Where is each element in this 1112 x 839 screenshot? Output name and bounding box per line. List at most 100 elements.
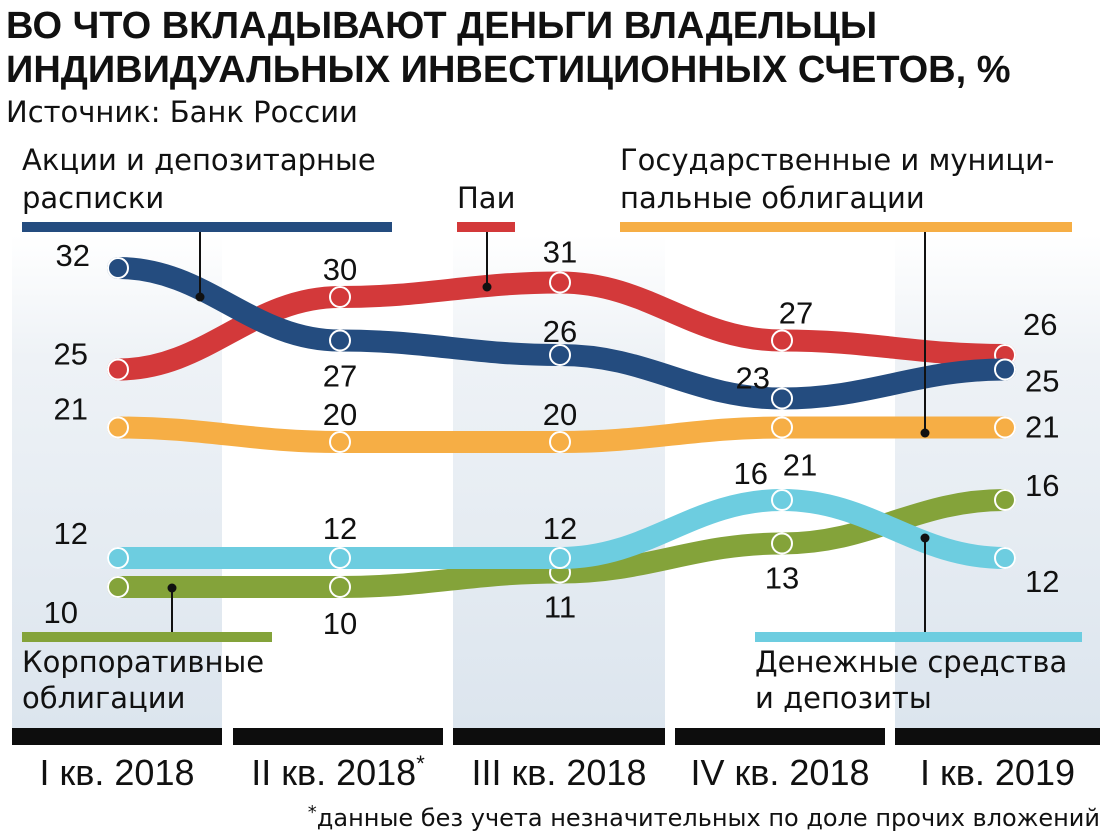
legend-label: Паи <box>457 181 515 215</box>
x-tick-text: I кв. 2018 <box>40 752 195 793</box>
footnote: *данные без учета незначительных по доле… <box>308 802 1100 832</box>
legend-label: Корпоративные <box>22 645 264 679</box>
series-gov <box>107 416 1016 454</box>
legend-funds: Паи <box>457 181 515 232</box>
category-bar <box>675 728 885 745</box>
data-label-gov: 21 <box>1025 410 1059 445</box>
data-point-funds <box>771 329 793 352</box>
category-bar <box>453 728 665 745</box>
data-label-corp: 16 <box>1025 468 1059 503</box>
data-label-funds: 26 <box>1023 307 1057 342</box>
legend-swatch <box>620 222 1072 232</box>
leader-dot-stocks <box>195 292 205 302</box>
legend-gov: Государственные и муници-пальные облигац… <box>620 143 1072 232</box>
data-point-cash <box>549 547 571 569</box>
column-shade <box>453 235 665 728</box>
category-bar <box>233 728 443 745</box>
data-point-stocks <box>329 329 351 352</box>
data-label-stocks: 23 <box>736 361 770 396</box>
legend-label: Акции и депозитарные <box>22 143 376 177</box>
legend-label: Денежные средства <box>755 645 1067 679</box>
data-point-cash <box>994 547 1016 569</box>
data-point-stocks <box>107 257 129 279</box>
leader-dot-cash <box>920 533 930 543</box>
chart-title-line-1: ВО ЧТО ВКЛАДЫВАЮТ ДЕНЬГИ ВЛАДЕЛЬЦЫ <box>6 5 877 47</box>
data-point-stocks <box>771 387 793 410</box>
legend-label: расписки <box>22 181 164 215</box>
data-label-corp: 11 <box>544 590 576 625</box>
data-label-gov: 20 <box>543 397 577 432</box>
data-point-funds <box>549 271 571 294</box>
data-point-funds <box>329 286 351 308</box>
legend-swatch <box>755 632 1082 642</box>
leader-dot-funds <box>482 282 492 292</box>
legend-swatch <box>22 632 272 642</box>
legend-swatch <box>22 222 392 232</box>
data-label-corp: 10 <box>44 595 78 630</box>
x-tick-text: II кв. 2018 <box>251 752 416 793</box>
data-label-funds: 30 <box>323 252 357 287</box>
category-bar <box>12 728 222 745</box>
x-tick-label: I кв. 2019 <box>920 752 1075 793</box>
data-label-cash: 12 <box>54 516 88 551</box>
data-point-cash <box>329 547 351 569</box>
data-point-gov <box>107 416 129 439</box>
x-tick-text: III кв. 2018 <box>472 752 647 793</box>
data-label-funds: 31 <box>543 235 577 270</box>
legend-label: облигации <box>22 681 185 715</box>
legend-label: пальные облигации <box>620 181 925 215</box>
data-point-gov <box>329 431 351 453</box>
data-label-stocks: 27 <box>323 359 357 394</box>
data-point-gov <box>994 416 1016 439</box>
data-label-cash: 16 <box>734 456 768 491</box>
legend-swatch <box>457 222 515 232</box>
data-label-gov: 21 <box>54 392 88 427</box>
footnote-text: данные без учета незначительных по доле … <box>317 804 1100 832</box>
data-label-corp: 10 <box>323 606 357 641</box>
leader-dot-gov <box>920 428 930 438</box>
data-point-cash <box>771 489 793 511</box>
x-tick-text: I кв. 2019 <box>920 752 1075 793</box>
leader-lines <box>167 232 930 632</box>
chart-source: Источник: Банк России <box>6 95 358 129</box>
data-label-stocks: 26 <box>543 314 577 349</box>
data-point-gov <box>771 416 793 439</box>
series-stocks <box>107 257 1016 410</box>
column-shade <box>895 235 1100 728</box>
data-label-funds: 27 <box>779 296 813 331</box>
data-label-cash: 12 <box>1025 564 1059 599</box>
x-tick-label: III кв. 2018 <box>472 752 647 793</box>
data-label-funds: 25 <box>54 337 88 372</box>
data-label-stocks: 32 <box>56 238 90 273</box>
data-label-gov: 21 <box>783 448 817 483</box>
chart-title-line-2: ИНДИВИДУАЛЬНЫХ ИНВЕСТИЦИОННЫХ СЧЕТОВ, % <box>6 49 1011 91</box>
data-label-stocks: 25 <box>1025 364 1059 399</box>
data-point-corp <box>771 532 793 555</box>
category-bar <box>895 728 1100 745</box>
leader-dot-corp <box>167 583 177 593</box>
footnote-mark: * <box>308 802 317 823</box>
data-label-cash: 12 <box>543 511 577 546</box>
data-point-stocks <box>994 358 1016 381</box>
x-tick-label: IV кв. 2018 <box>691 752 870 793</box>
x-tick-mark: * <box>416 751 425 776</box>
data-point-gov <box>549 431 571 453</box>
data-label-gov: 20 <box>323 397 357 432</box>
data-label-corp: 13 <box>765 561 799 596</box>
column-shade <box>12 235 222 728</box>
data-point-corp <box>329 576 351 598</box>
data-label-cash: 12 <box>323 511 357 546</box>
series-cash <box>107 488 1016 570</box>
legend-label: Государственные и муници- <box>620 143 1054 177</box>
x-tick-label: I кв. 2018 <box>40 752 195 793</box>
data-point-stocks <box>549 344 571 366</box>
data-point-corp <box>994 489 1016 511</box>
legend-stocks: Акции и депозитарные расписки <box>22 143 392 232</box>
legend-label: и депозиты <box>755 681 932 715</box>
data-point-corp <box>107 576 129 598</box>
data-point-funds <box>107 358 129 381</box>
x-tick-text: IV кв. 2018 <box>691 752 870 793</box>
